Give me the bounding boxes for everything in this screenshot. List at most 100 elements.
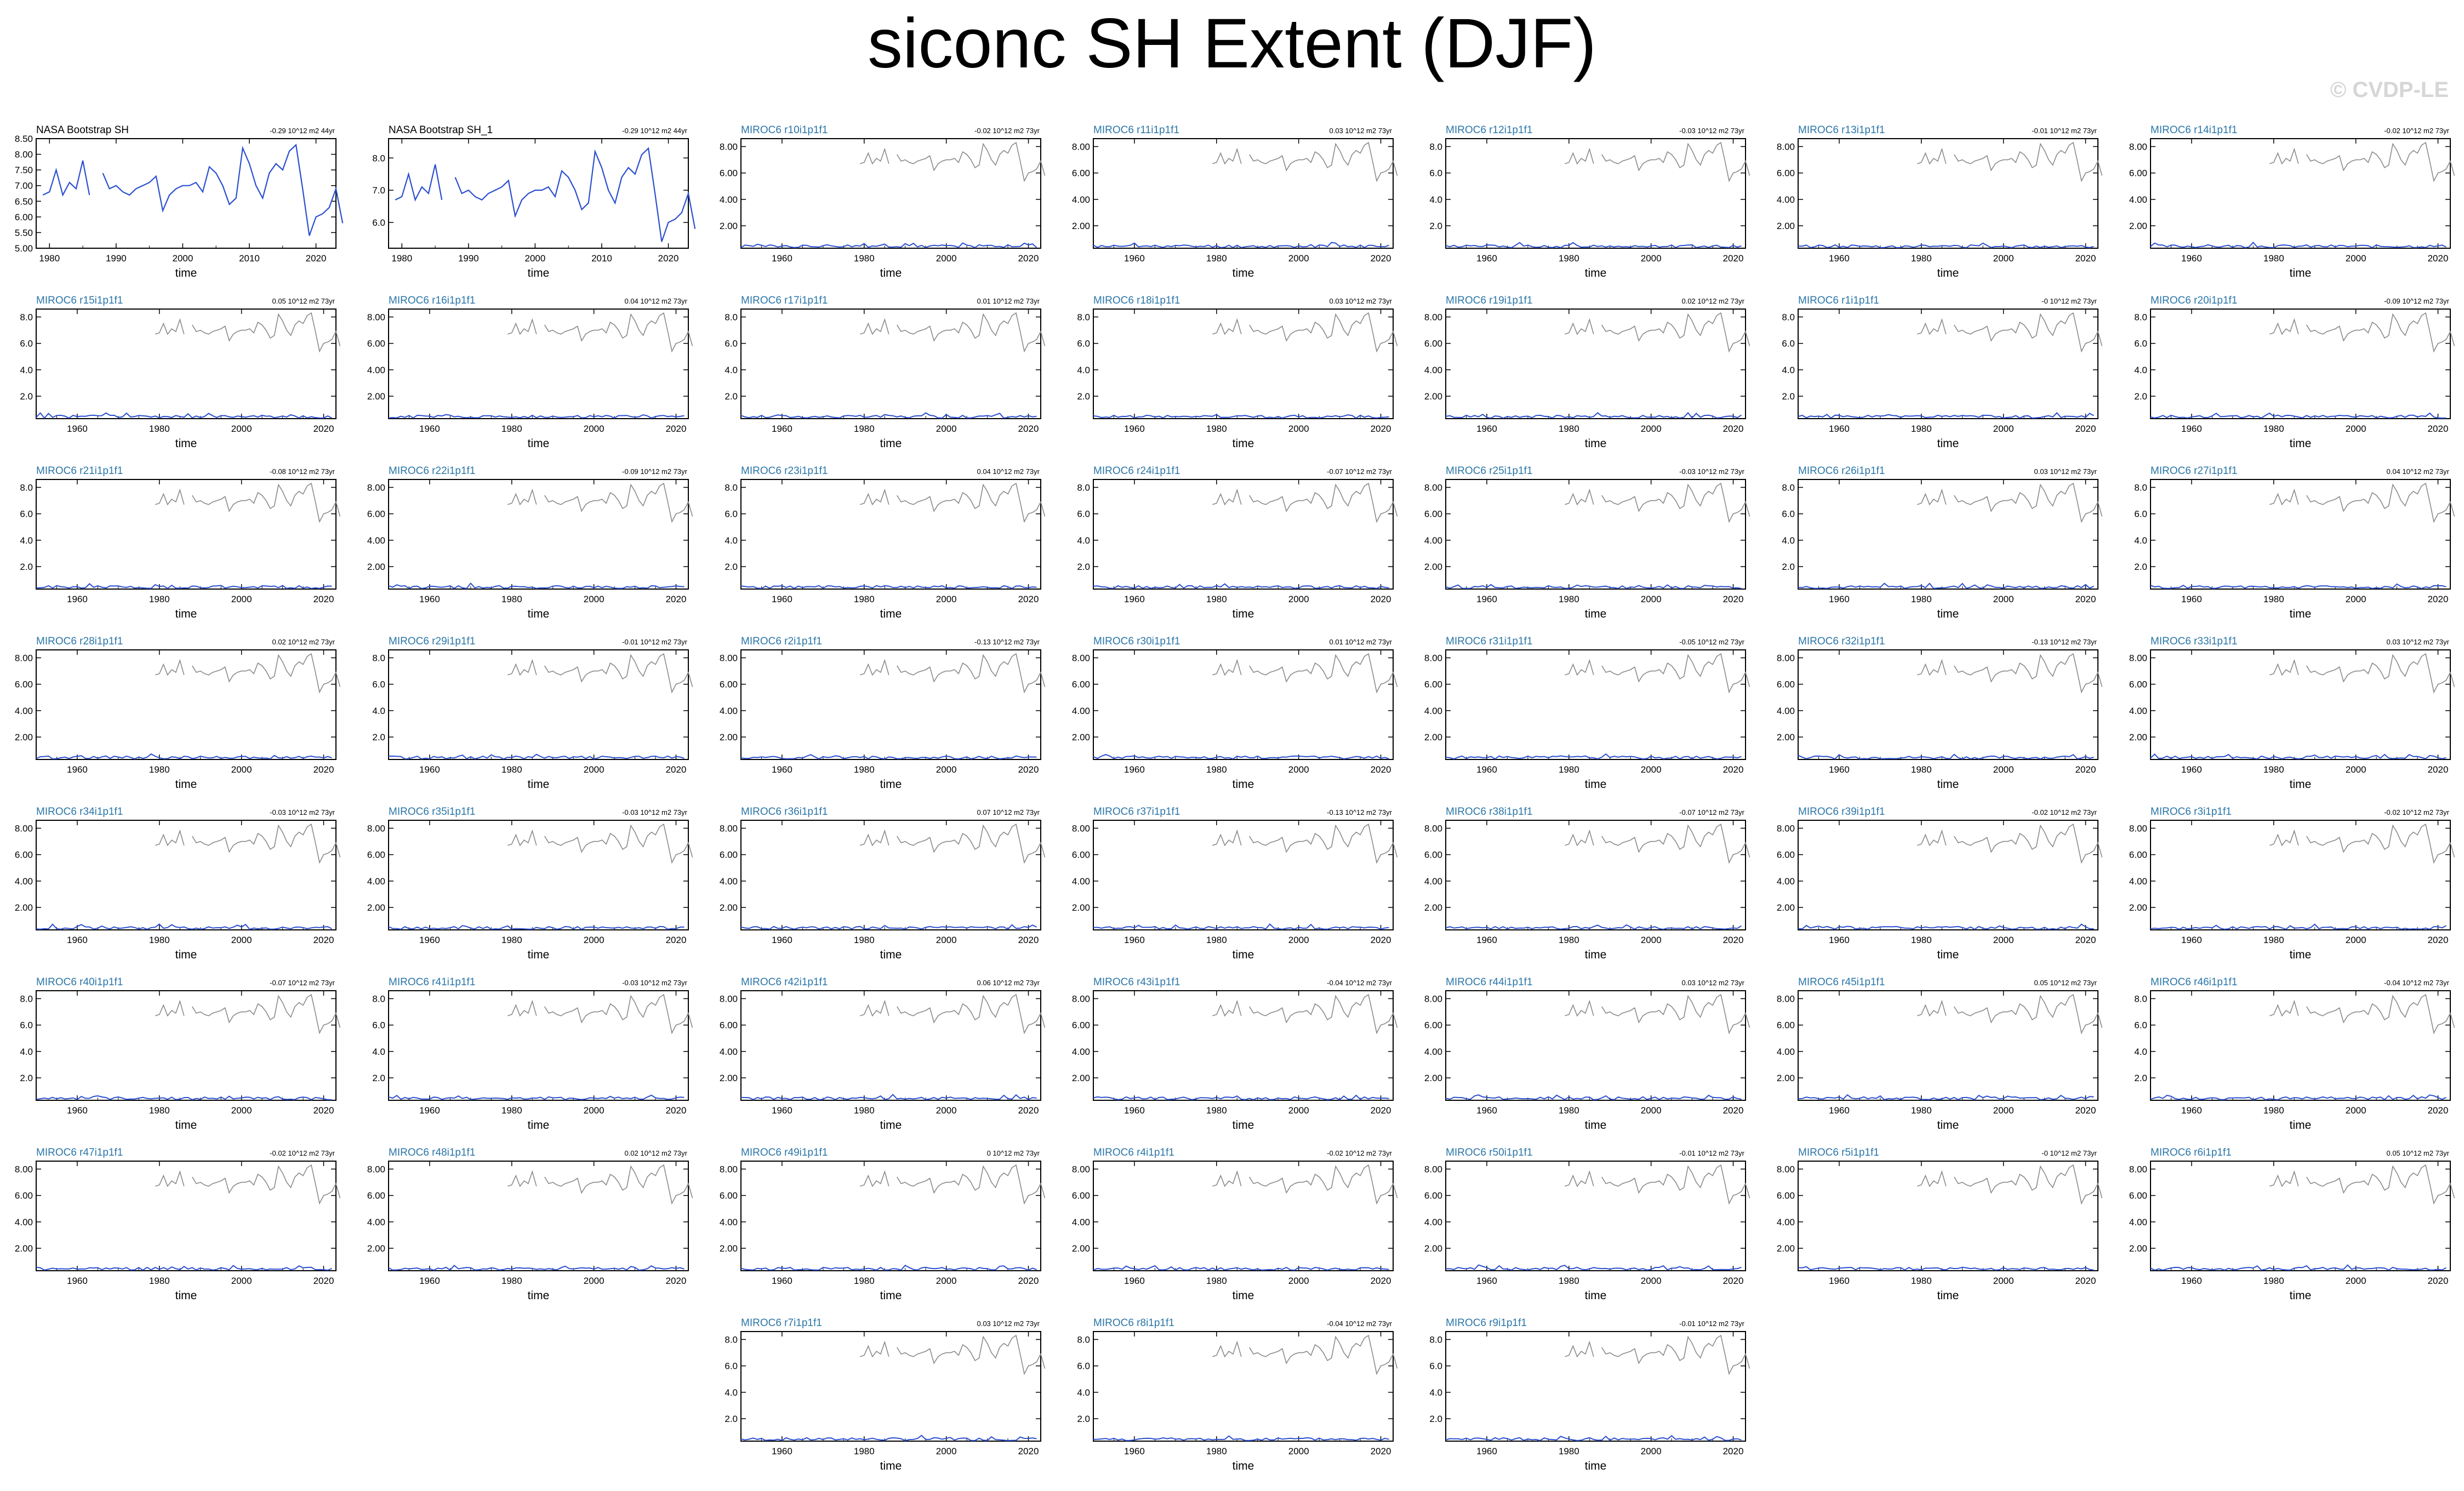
panel-46: MIROC6 r50i1p1f1 -0.01 10^12 m2 73yr 8.00 6… xyxy=(1424,1147,1750,1302)
y-tick-label: 8.00 xyxy=(367,312,385,322)
panel-38: MIROC6 r43i1p1f1 -0.04 10^12 m2 73yr 8.00 6… xyxy=(1072,976,1398,1132)
x-axis-label: time xyxy=(2290,267,2312,279)
y-tick-label: 8.00 xyxy=(720,141,738,152)
y-tick-label: 6.00 xyxy=(367,1191,385,1201)
panel-frame xyxy=(36,990,336,1101)
x-tick-label: 2010 xyxy=(591,253,612,264)
model-series-line xyxy=(2150,412,2446,419)
model-series-line xyxy=(1798,1266,2094,1271)
obs-reference-line xyxy=(155,823,341,864)
obs-reference-line xyxy=(860,482,1046,523)
y-tick-label: 8.00 xyxy=(1424,823,1442,833)
panel-3: MIROC6 r11i1p1f1 0.03 10^12 m2 73yr 8.00 6.… xyxy=(1072,124,1398,279)
obs-reference-line xyxy=(1212,1164,1398,1205)
model-series-line xyxy=(1093,242,1389,248)
obs-reference-line xyxy=(1565,653,1750,694)
x-tick-label: 2000 xyxy=(1641,1105,1662,1116)
x-axis-label: time xyxy=(1585,267,1607,279)
model-series-line xyxy=(1093,753,1389,760)
x-tick-label: 2020 xyxy=(1371,764,1391,775)
y-tick-label: 8.00 xyxy=(1072,653,1090,663)
panel-trend: -0.03 10^12 m2 73yr xyxy=(1679,467,1745,476)
y-tick-label: 4.00 xyxy=(1424,876,1442,887)
panel-25: MIROC6 r31i1p1f1 -0.05 10^12 m2 73yr 8.00 6… xyxy=(1424,636,1750,791)
x-tick-label: 1960 xyxy=(419,935,440,945)
x-axis-label: time xyxy=(1585,437,1607,450)
x-tick-label: 1980 xyxy=(1911,1276,1932,1286)
x-tick-label: 2000 xyxy=(584,424,604,434)
panel-frame xyxy=(740,820,1041,930)
y-tick-label: 4.00 xyxy=(1777,195,1795,205)
panel-label: MIROC6 r37i1p1f1 xyxy=(1093,806,1180,818)
x-axis-label: time xyxy=(880,608,902,620)
x-tick-label: 2000 xyxy=(231,1276,252,1286)
x-tick-label: 1960 xyxy=(67,424,88,434)
x-axis-label: time xyxy=(1233,949,1254,961)
panel-frame xyxy=(1798,820,2098,930)
obs-reference-line xyxy=(1917,312,2103,353)
y-tick-label: 6.0 xyxy=(725,509,738,519)
x-tick-label: 1960 xyxy=(1476,1105,1497,1116)
y-tick-label: 7.0 xyxy=(372,185,385,196)
panel-frame xyxy=(36,820,336,930)
panel-15: MIROC6 r22i1p1f1 -0.09 10^12 m2 73yr 8.00 6… xyxy=(367,465,693,620)
x-axis-label: time xyxy=(2290,437,2312,450)
y-tick-label: 2.00 xyxy=(1072,221,1090,231)
y-tick-label: 2.0 xyxy=(372,732,385,742)
model-series-line xyxy=(1445,1435,1742,1442)
x-axis-label: time xyxy=(175,1119,197,1132)
panel-frame xyxy=(740,138,1041,249)
model-series-line xyxy=(1445,242,1742,249)
x-tick-label: 2020 xyxy=(2075,424,2096,434)
x-tick-label: 2020 xyxy=(666,594,687,604)
y-tick-label: 8.0 xyxy=(1782,482,1795,493)
y-tick-label: 2.0 xyxy=(725,391,738,402)
x-tick-label: 1960 xyxy=(1124,764,1145,775)
model-series-line xyxy=(1446,1264,1742,1271)
panel-2: MIROC6 r10i1p1f1 -0.02 10^12 m2 73yr 8.00 6… xyxy=(720,124,1046,279)
panel-label: MIROC6 r6i1p1f1 xyxy=(2151,1147,2232,1158)
model-series-line xyxy=(1798,582,2094,589)
panel-30: MIROC6 r36i1p1f1 0.07 10^12 m2 73yr 8.00 6.… xyxy=(720,806,1046,961)
y-tick-label: 6.00 xyxy=(1072,679,1090,690)
y-tick-label: 2.00 xyxy=(2129,221,2147,231)
obs-reference-line xyxy=(1565,482,1750,523)
x-tick-label: 2020 xyxy=(666,424,687,434)
x-tick-label: 1960 xyxy=(1124,1105,1145,1116)
x-tick-label: 2020 xyxy=(2428,1105,2449,1116)
y-tick-label: 4.00 xyxy=(1424,1217,1442,1227)
x-tick-label: 1980 xyxy=(1206,594,1227,604)
panel-frame xyxy=(740,649,1041,760)
panel-trend: -0.04 10^12 m2 73yr xyxy=(1327,1319,1393,1328)
panel-label: MIROC6 r35i1p1f1 xyxy=(389,806,475,818)
y-tick-label: 6.0 xyxy=(1077,339,1090,349)
x-axis-label: time xyxy=(880,1119,902,1132)
panel-50: MIROC6 r8i1p1f1 -0.04 10^12 m2 73yr 8.0 6.0… xyxy=(1077,1317,1398,1472)
x-tick-label: 2020 xyxy=(1018,1446,1039,1456)
panel-frame xyxy=(740,1161,1041,1271)
panel-0: NASA Bootstrap SH -0.29 10^12 m2 44yr 8.50… xyxy=(15,124,344,279)
x-tick-label: 2020 xyxy=(1371,253,1391,264)
x-axis-label: time xyxy=(528,1289,550,1302)
x-tick-label: 2000 xyxy=(2346,594,2366,604)
y-tick-label: 2.00 xyxy=(1424,902,1442,913)
obs-reference-line xyxy=(860,653,1046,694)
y-tick-label: 4.00 xyxy=(2129,195,2147,205)
x-tick-label: 1960 xyxy=(2181,935,2202,945)
obs-reference-line xyxy=(1565,312,1750,353)
y-tick-label: 8.0 xyxy=(20,993,33,1004)
y-tick-label: 7.50 xyxy=(15,165,33,175)
obs-reference-line xyxy=(507,1164,693,1205)
x-tick-label: 2000 xyxy=(2346,1276,2366,1286)
y-tick-label: 2.0 xyxy=(1782,562,1795,572)
model-series-line xyxy=(388,925,685,930)
obs-reference-line xyxy=(860,993,1046,1035)
x-tick-label: 2000 xyxy=(2346,424,2366,434)
panel-frame xyxy=(740,1331,1041,1442)
panel-8: MIROC6 r16i1p1f1 0.04 10^12 m2 73yr 8.00 6.… xyxy=(367,295,693,450)
obs-reference-line xyxy=(2269,482,2455,523)
x-axis-label: time xyxy=(1937,608,1959,620)
obs-reference-line xyxy=(1565,823,1750,864)
panel-trend: 0.01 10^12 m2 73yr xyxy=(977,297,1040,305)
model-series-line xyxy=(2150,1264,2446,1271)
